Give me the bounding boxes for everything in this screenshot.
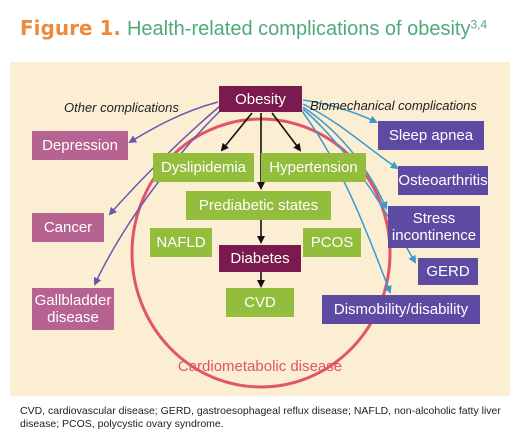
- node-gallbladder: Gallbladder disease: [32, 288, 114, 330]
- figure-title: Figure 1. Health-related complications of…: [20, 16, 520, 46]
- node-dismobility: Dismobility/disability: [322, 295, 480, 324]
- arrow-obesity-depression: [128, 101, 219, 144]
- node-cancer: Cancer: [32, 213, 104, 242]
- arrow-obesity-gallbladder: [93, 108, 223, 286]
- node-obesity: Obesity: [219, 86, 302, 112]
- biomechanical-complications-label: Biomechanical complications: [310, 98, 477, 113]
- figure-label: Figure 1.: [20, 16, 121, 40]
- arrow-obesity-dyslipidemia: [220, 112, 253, 152]
- node-sleep-apnea: Sleep apnea: [378, 121, 484, 150]
- arrow-obesity-osteoarthritis: [302, 103, 399, 170]
- node-osteoarthritis: Osteoarthritis: [398, 166, 488, 195]
- node-nafld: NAFLD: [150, 228, 212, 257]
- node-depression: Depression: [32, 131, 128, 160]
- node-dyslipidemia: Dyslipidemia: [153, 153, 254, 182]
- node-pcos: PCOS: [303, 228, 361, 257]
- other-complications-label: Other complications: [64, 100, 179, 115]
- node-stress-incontinence: Stress incontinence: [388, 206, 480, 248]
- figure-title-text: Health-related complications of obesity: [126, 18, 471, 40]
- cardiometabolic-label: Cardiometabolic disease: [177, 358, 343, 375]
- arrow-obesity-sleep-apnea: [302, 99, 378, 124]
- figure-title-superscript: 3,4: [470, 17, 488, 32]
- footnote: CVD, cardiovascular disease; GERD, gastr…: [20, 405, 501, 430]
- node-prediabetic: Prediabetic states: [186, 191, 331, 220]
- node-gerd: GERD: [418, 258, 478, 285]
- arrow-obesity-hypertension: [271, 112, 302, 152]
- arrow-obesity-dismobility: [301, 110, 392, 294]
- node-hypertension: Hypertension: [261, 153, 366, 182]
- node-cvd: CVD: [226, 288, 294, 317]
- node-diabetes: Diabetes: [219, 245, 301, 272]
